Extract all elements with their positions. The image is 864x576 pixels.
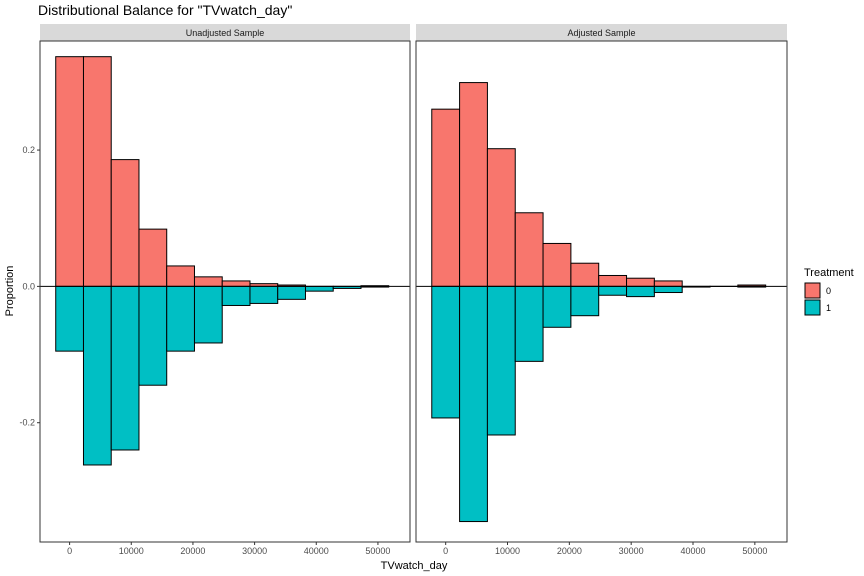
- x-tick-label: 20000: [557, 546, 582, 556]
- bar-treatment-1: [55, 285, 84, 352]
- bar-treatment-1: [249, 285, 279, 304]
- legend-key-0: [804, 282, 821, 299]
- x-axis-panel-2: 0 10000 20000 30000 40000 50000: [443, 542, 767, 556]
- x-tick-label: 30000: [619, 546, 644, 556]
- bar-treatment-1: [193, 285, 223, 344]
- panel-1: Unadjusted Sample: [39, 24, 411, 543]
- legend-key-1: [804, 299, 821, 316]
- x-axis-panel-1: 0 10000 20000 30000 40000 50000: [67, 542, 390, 556]
- chart-title: Distributional Balance for "TVwatch_day": [38, 2, 292, 18]
- x-axes: 0 10000 20000 30000 40000 50000 0 10000 20000 300…: [67, 542, 767, 556]
- y-tick-label: 0.0: [22, 281, 35, 291]
- panel-border: [39, 40, 411, 543]
- bar-treatment-0: [166, 265, 195, 287]
- x-tick-label: 40000: [680, 546, 705, 556]
- y-axis: -0.2 0.0 0.2: [19, 145, 40, 428]
- bar-treatment-0: [193, 276, 223, 287]
- y-tick-label: 0.2: [22, 145, 35, 155]
- bar-treatment-1: [138, 285, 168, 386]
- x-tick-label: 0: [67, 546, 72, 556]
- bar-treatment-0: [221, 280, 251, 287]
- y-tick-label: -0.2: [19, 418, 35, 428]
- bar-treatment-1: [166, 285, 195, 352]
- bar-treatment-0: [110, 159, 140, 287]
- x-axis-title: TVwatch_day: [381, 560, 448, 572]
- bar-treatment-0: [82, 56, 112, 287]
- bar-treatment-0: [138, 228, 168, 287]
- panel-border: [415, 40, 788, 543]
- bar-treatment-1: [110, 285, 140, 451]
- bar-treatment-1: [486, 285, 516, 436]
- bar-treatment-0: [598, 274, 628, 287]
- facet-strip-label: Unadjusted Sample: [186, 28, 265, 38]
- facet-strip: [416, 24, 787, 41]
- bar-treatment-1: [304, 285, 334, 292]
- x-tick-label: 20000: [180, 546, 205, 556]
- bar-treatment-0: [431, 108, 461, 287]
- bar-treatment-1: [82, 285, 112, 466]
- bar-treatment-1: [459, 285, 488, 523]
- bar-treatment-0: [486, 148, 516, 287]
- x-tick-label: 10000: [119, 546, 144, 556]
- chart-panels: Unadjusted Sample Adjusted Sample: [39, 24, 788, 543]
- facet-strip: [40, 24, 410, 41]
- bar-treatment-0: [459, 82, 488, 287]
- bar-treatment-1: [598, 285, 628, 296]
- facet-strip-label: Adjusted Sample: [567, 28, 635, 38]
- bar-treatment-1: [626, 285, 655, 298]
- bar-treatment-0: [570, 262, 600, 287]
- x-tick-label: 0: [443, 546, 448, 556]
- bar-treatment-1: [221, 285, 251, 306]
- x-tick-label: 50000: [742, 546, 767, 556]
- bar-treatment-0: [626, 277, 655, 287]
- panel-2: Adjusted Sample: [415, 24, 788, 543]
- bar-treatment-0: [542, 242, 572, 287]
- bar-treatment-0: [653, 280, 683, 287]
- legend-label-0: 0: [826, 286, 831, 296]
- bar-treatment-1: [277, 285, 306, 300]
- legend-title: Treatment: [804, 267, 854, 279]
- bar-treatment-0: [55, 56, 84, 287]
- bar-treatment-0: [514, 212, 544, 287]
- legend-label-1: 1: [826, 303, 831, 313]
- bar-treatment-1: [570, 285, 600, 317]
- y-axis-title: Proportion: [4, 266, 16, 317]
- bar-treatment-1: [542, 285, 572, 328]
- bar-treatment-1: [514, 285, 544, 362]
- bar-treatment-1: [431, 285, 461, 419]
- x-tick-label: 40000: [304, 546, 329, 556]
- x-tick-label: 10000: [495, 546, 520, 556]
- x-tick-label: 30000: [242, 546, 267, 556]
- x-tick-label: 50000: [365, 546, 390, 556]
- legend: Treatment 0 1: [804, 267, 854, 316]
- bar-treatment-1: [653, 285, 683, 294]
